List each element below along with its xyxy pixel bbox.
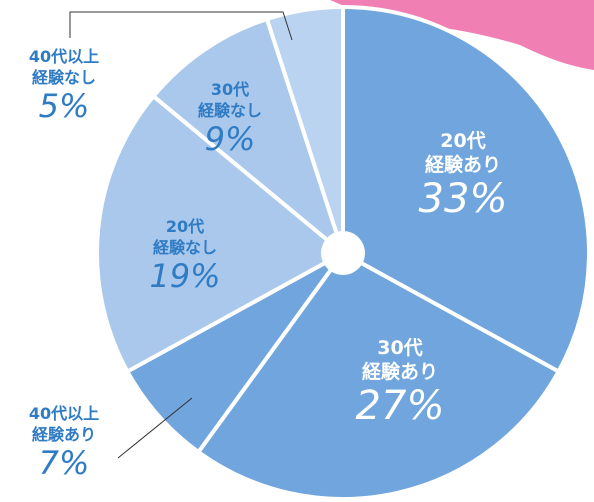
category-label: 20代 経験あり — [424, 130, 501, 176]
wedge — [95, 93, 347, 375]
center-hole — [321, 231, 365, 275]
wedge — [150, 16, 348, 259]
wedge — [341, 4, 591, 375]
slice-label: 40代以上 経験あり 7% — [29, 403, 99, 481]
value-label: 5% — [38, 87, 90, 125]
category-label: 40代以上 経験あり — [28, 404, 100, 444]
category-label: 40代以上 経験なし — [28, 47, 100, 87]
slice-label: 30代 経験なし 9% — [198, 79, 262, 157]
leader-line — [117, 397, 193, 459]
slice-label: 40代以上 経験なし 5% — [29, 46, 99, 124]
category-label: 30代 経験あり — [361, 337, 438, 383]
value-label: 9% — [204, 120, 256, 158]
wedge — [195, 250, 562, 501]
value-label: 19% — [149, 257, 221, 295]
wedges — [95, 4, 591, 501]
slice-label: 20代 経験なし 19% — [149, 216, 220, 294]
leader-line — [69, 11, 293, 41]
category-label: 20代 経験なし — [152, 217, 217, 257]
wedge — [264, 4, 345, 254]
slice-label: 30代 経験あり 27% — [356, 336, 445, 428]
value-label: 33% — [418, 176, 508, 222]
slice-label: 20代 経験あり 33% — [419, 129, 508, 221]
value-label: 27% — [355, 383, 445, 429]
wedge — [124, 251, 345, 455]
value-label: 7% — [38, 444, 90, 482]
category-label: 30代 経験なし — [197, 80, 263, 120]
